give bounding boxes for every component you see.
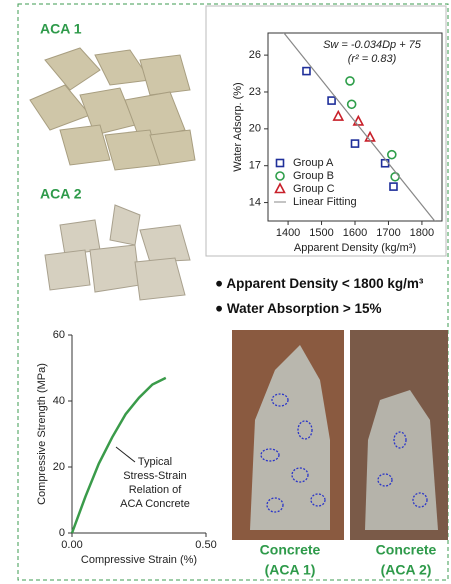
point [352, 140, 359, 147]
point [382, 160, 389, 167]
legend-marker [277, 160, 284, 167]
x-tick-label: 0.50 [195, 539, 216, 551]
aca2-label: ACA 2 [40, 186, 82, 202]
x-tick-label: 1600 [343, 227, 367, 239]
legend-label: Group C [293, 183, 335, 195]
legend-marker [276, 184, 285, 193]
concrete-photos [232, 330, 448, 540]
y-axis-label: Compressive Strength (MPa) [36, 363, 48, 505]
equation: (r² = 0.83) [348, 53, 397, 65]
annotation: ACA Concrete [120, 498, 190, 510]
x-tick-label: 1700 [376, 227, 400, 239]
point [388, 151, 396, 159]
y-tick-label: 14 [249, 196, 261, 208]
photo-label: Concrete [376, 542, 437, 558]
photo-label: (ACA 1) [265, 562, 316, 578]
legend-marker [276, 172, 284, 180]
aca2-rocks [45, 205, 190, 300]
x-axis-label: Compressive Strain (%) [81, 554, 197, 566]
y-tick-label: 23 [249, 86, 261, 98]
point [391, 173, 399, 181]
bullet-text: Apparent Density < 1800 kg/m³ [226, 276, 423, 291]
aca1-rocks [30, 48, 195, 170]
legend-label: Group A [293, 157, 334, 169]
y-tick-label: 20 [249, 123, 261, 135]
equation: Sw = -0.034Dp + 75 [323, 39, 422, 51]
y-tick-label: 60 [53, 329, 65, 341]
bullet: ● Apparent Density < 1800 kg/m³ [215, 276, 424, 291]
y-tick-label: 17 [249, 160, 261, 172]
y-tick-label: 26 [249, 49, 261, 61]
x-tick-label: 1400 [276, 227, 300, 239]
x-tick-label: 1500 [309, 227, 333, 239]
point [390, 183, 397, 190]
point [354, 116, 363, 125]
x-tick-label: 0.00 [61, 539, 82, 551]
x-axis-label: Apparent Density (kg/m³) [294, 242, 416, 254]
page: ACA 1 ACA 2 ● Apparent Density < 1800 kg… [0, 0, 451, 584]
x-tick-label: 1800 [410, 227, 434, 239]
y-tick-label: 0 [59, 527, 65, 539]
annotation: Stress-Strain [123, 470, 187, 482]
point [303, 68, 310, 75]
point [348, 100, 356, 108]
bullet: ● Water Absorption > 15% [215, 301, 382, 316]
y-axis-label: Water Adsorp. (%) [232, 82, 244, 171]
bullet-text: Water Absorption > 15% [227, 301, 382, 316]
photo-label: (ACA 2) [381, 562, 432, 578]
point [334, 112, 343, 121]
annotation: Relation of [129, 484, 183, 496]
y-tick-label: 20 [53, 461, 65, 473]
point [328, 97, 335, 104]
annotation: Typical [138, 456, 172, 468]
figure: ACA 1 ACA 2 ● Apparent Density < 1800 kg… [0, 0, 451, 584]
annotation-arrow [116, 447, 135, 462]
photo-label: Concrete [260, 542, 321, 558]
y-tick-label: 40 [53, 395, 65, 407]
point [346, 77, 354, 85]
aca1-label: ACA 1 [40, 21, 82, 37]
legend-label: Group B [293, 170, 334, 182]
legend-label: Linear Fitting [293, 196, 357, 208]
